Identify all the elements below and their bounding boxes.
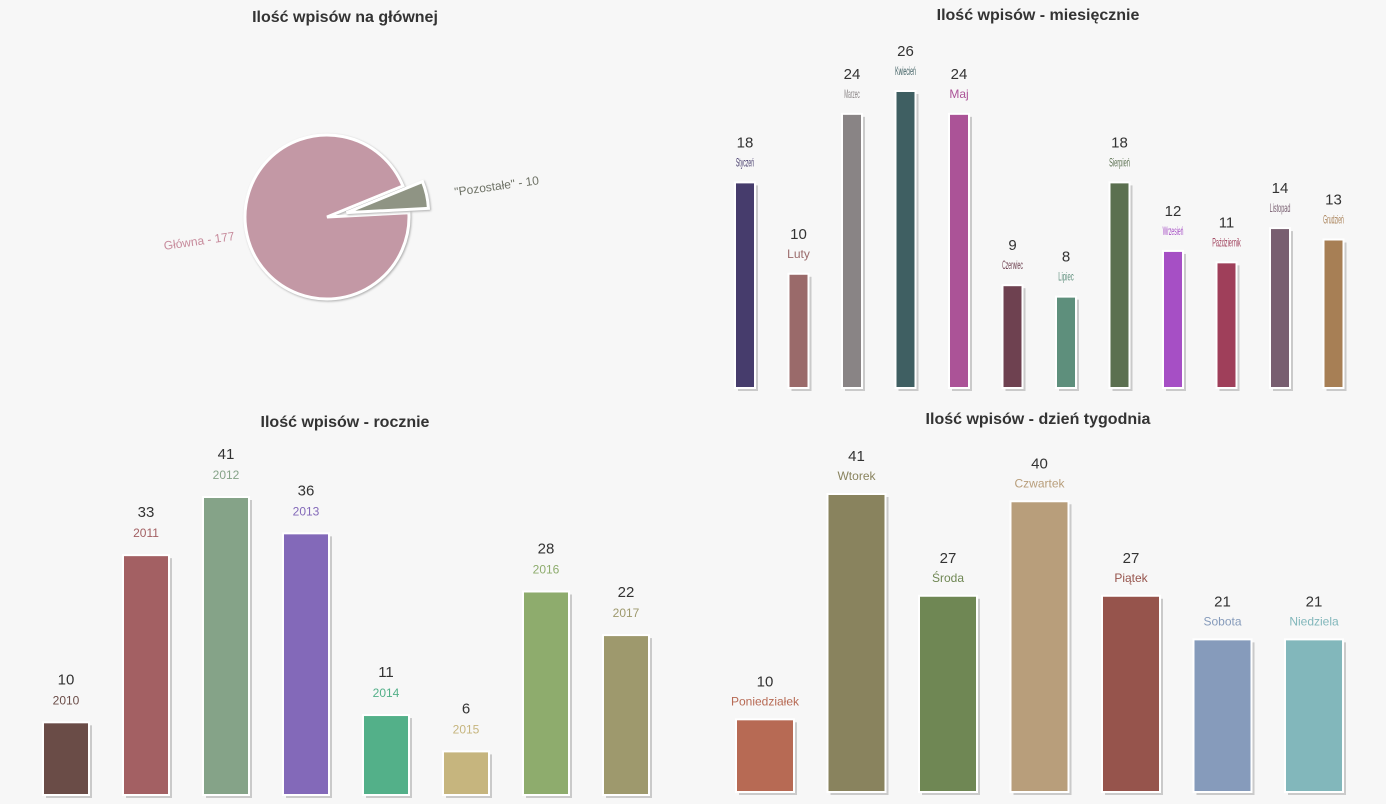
category-label: Marzec (844, 87, 860, 101)
chart-title: Ilość wpisów - miesięcznie (936, 7, 1140, 24)
monthly-bar-chart: Styczeń 18 Luty 10 Marzec 24 Kwiecień 26 Maj 24 Cz… (734, 43, 1347, 391)
value-label: 13 (1325, 192, 1342, 209)
category-label: Czerwiec (1002, 258, 1023, 272)
category-label: Sierpień (1109, 155, 1130, 169)
chart-title: Ilość wpisów - dzień tygodnia (925, 411, 1151, 428)
value-label: 41 (218, 446, 235, 463)
value-label: 18 (1111, 134, 1128, 151)
value-label: 21 (1214, 593, 1231, 610)
bar (841, 112, 863, 389)
value-label: 33 (138, 504, 155, 521)
yearly-bar-chart: 2010 10 2011 33 2012 41 2013 36 2014 11 2015 6 2016 2… (42, 446, 652, 798)
category-label: Piątek (1114, 571, 1148, 585)
bar (1101, 594, 1161, 793)
value-label: 21 (1306, 593, 1323, 610)
value-label: 27 (1123, 550, 1140, 567)
bar (948, 112, 970, 389)
weekday-panel: Ilość wpisów - dzień tygodnia Poniedział… (690, 400, 1386, 804)
bar (1108, 181, 1131, 389)
bar (442, 750, 490, 797)
bar (602, 634, 650, 796)
value-label: 28 (538, 540, 555, 557)
category-label: 2013 (293, 504, 320, 518)
bar (787, 272, 810, 389)
category-label: Wrzesień (1163, 224, 1184, 238)
value-label: 10 (757, 673, 774, 690)
yearly-panel: Ilość wpisów - rocznie 2010 10 2011 33 2012 4… (0, 400, 690, 804)
value-label: 14 (1272, 180, 1289, 197)
bar (1162, 249, 1184, 389)
category-label: Październik (1212, 235, 1241, 249)
category-label: Środa (932, 570, 964, 585)
category-label: 2015 (453, 722, 480, 736)
pie-slice (345, 179, 430, 215)
pie-label: "Pozostałe" - 10 (453, 173, 540, 199)
value-label: 24 (951, 66, 968, 83)
pie-slice (243, 133, 411, 301)
category-label: Maj (949, 87, 968, 101)
category-label: 2017 (613, 606, 640, 620)
pie-chart: Główna - 177 "Pozostałe" - 10 (163, 133, 540, 301)
category-label: Niedziela (1289, 614, 1339, 628)
chart-title: Ilość wpisów - rocznie (260, 414, 430, 431)
value-label: 41 (848, 448, 865, 465)
value-label: 6 (462, 700, 470, 717)
category-label: Grudzień (1323, 213, 1344, 227)
bar (894, 90, 917, 389)
value-label: 8 (1062, 249, 1070, 266)
value-label: 24 (844, 66, 861, 83)
category-label: Poniedziałek (731, 694, 800, 708)
bar (734, 181, 756, 389)
category-label: Luty (787, 247, 810, 261)
bar (826, 493, 887, 793)
value-label: 12 (1165, 203, 1182, 220)
value-label: 18 (737, 134, 754, 151)
bar (1192, 638, 1253, 793)
bar (1284, 638, 1344, 793)
value-label: 10 (790, 226, 807, 243)
bar (1009, 500, 1070, 794)
bar (282, 532, 330, 796)
category-label: Sobota (1203, 614, 1241, 628)
bar (1055, 295, 1077, 389)
category-label: Listopad (1270, 201, 1291, 215)
weekday-bar-chart: Poniedziałek 10 Wtorek 41 Środa 27 Czwartek 40 P… (731, 448, 1346, 795)
bar (735, 718, 795, 794)
bar (1215, 261, 1238, 390)
category-label: Wtorek (837, 469, 876, 483)
value-label: 22 (618, 584, 635, 601)
bar (522, 590, 570, 796)
value-label: 36 (298, 482, 315, 499)
monthly-panel: Ilość wpisów - miesięcznie Styczeń 18 Luty… (690, 0, 1386, 400)
chart-title: Ilość wpisów na głównej (252, 9, 438, 26)
bar (918, 594, 978, 793)
bar (362, 714, 410, 796)
category-label: 2011 (133, 526, 159, 540)
category-label: Kwiecień (895, 64, 916, 78)
bar (202, 496, 250, 796)
pie-panel: Ilość wpisów na głównej Główna - 177 "Poz… (0, 0, 690, 400)
bar (42, 721, 90, 797)
value-label: 10 (58, 671, 75, 688)
value-label: 26 (897, 43, 914, 60)
value-label: 11 (378, 664, 394, 681)
bar (1001, 284, 1024, 390)
category-label: 2010 (53, 693, 80, 707)
value-label: 11 (1219, 214, 1235, 231)
category-label: 2012 (213, 468, 240, 482)
bar (1269, 227, 1291, 389)
bar (1322, 238, 1345, 389)
category-label: 2014 (373, 686, 400, 700)
bar (122, 554, 170, 796)
value-label: 27 (940, 550, 957, 567)
category-label: 2016 (533, 562, 560, 576)
category-label: Styczeń (736, 155, 754, 169)
category-label: Lipiec (1058, 270, 1074, 284)
category-label: Czwartek (1014, 476, 1065, 490)
value-label: 40 (1031, 455, 1048, 472)
value-label: 9 (1008, 237, 1016, 254)
pie-label: Główna - 177 (163, 229, 236, 253)
